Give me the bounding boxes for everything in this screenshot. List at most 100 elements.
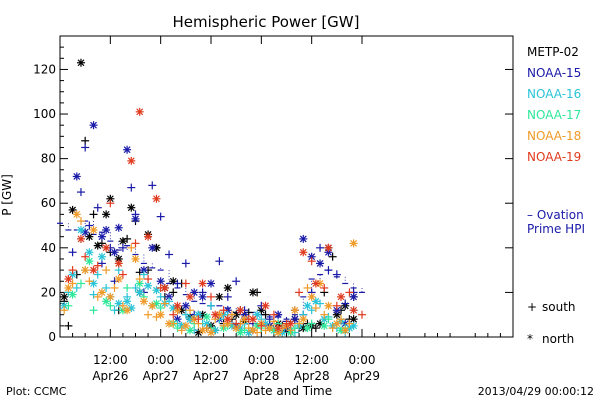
point-south-noaa-16 bbox=[307, 306, 316, 315]
point-south-noaa-19 bbox=[181, 279, 190, 288]
point-south-noaa-18 bbox=[345, 319, 354, 328]
point-south-noaa-18 bbox=[337, 315, 346, 324]
point-south-noaa-15 bbox=[341, 299, 350, 308]
point-north-noaa-17 bbox=[68, 290, 77, 299]
point-south-noaa-18 bbox=[93, 292, 102, 301]
legend-entry: NOAA-18 bbox=[527, 129, 581, 143]
y-tick-label: 120 bbox=[33, 62, 56, 76]
point-south-noaa-16 bbox=[139, 270, 148, 279]
point-south-noaa-17 bbox=[123, 283, 132, 292]
point-north-metp-02 bbox=[223, 283, 232, 292]
y-tick-label: 80 bbox=[41, 152, 56, 166]
point-south-noaa-19 bbox=[144, 275, 153, 284]
point-north-noaa-15 bbox=[299, 234, 308, 243]
ovation-label-line-2: Prime HPI bbox=[527, 222, 585, 236]
symbol-key: + south * north bbox=[527, 300, 576, 346]
point-north-noaa-19 bbox=[127, 156, 136, 165]
point-north-noaa-18 bbox=[207, 328, 215, 337]
point-south-noaa-18 bbox=[135, 275, 144, 284]
point-north-noaa-18 bbox=[165, 319, 174, 328]
legend-entry: NOAA-19 bbox=[527, 150, 581, 164]
point-north-noaa-18 bbox=[265, 324, 274, 333]
point-north-noaa-18 bbox=[332, 319, 341, 328]
point-south-noaa-18 bbox=[144, 310, 153, 319]
point-south-noaa-18 bbox=[110, 283, 119, 292]
point-south-noaa-19 bbox=[169, 310, 178, 319]
point-south-noaa-15 bbox=[173, 279, 182, 288]
plot-frame bbox=[59, 35, 514, 338]
point-south-noaa-15 bbox=[81, 143, 90, 152]
point-north-metp-02 bbox=[349, 315, 358, 324]
point-north-noaa-19 bbox=[286, 319, 295, 328]
point-south-noaa-17 bbox=[324, 315, 333, 324]
point-south-noaa-19 bbox=[232, 319, 241, 328]
footer-right: 2013/04/29 00:00:12 bbox=[478, 385, 594, 398]
point-south-noaa-15 bbox=[316, 243, 325, 252]
point-south-noaa-19 bbox=[358, 310, 366, 319]
point-north-noaa-19 bbox=[337, 292, 346, 301]
point-north-noaa-19 bbox=[135, 107, 144, 116]
point-south-noaa-15 bbox=[93, 203, 102, 212]
point-south-noaa-17 bbox=[290, 324, 299, 333]
legend-entry: NOAA-16 bbox=[527, 87, 581, 101]
point-north-noaa-16 bbox=[97, 252, 106, 261]
point-south-noaa-15 bbox=[68, 248, 77, 257]
point-north-noaa-16 bbox=[85, 248, 94, 257]
x-tick-label-time: 12:00 bbox=[194, 353, 229, 367]
point-north-noaa-18 bbox=[131, 254, 140, 263]
y-tick-label: 20 bbox=[41, 285, 56, 299]
point-south-noaa-18 bbox=[177, 326, 186, 335]
point-south-noaa-15 bbox=[76, 188, 85, 197]
legend-entry: METP-02 bbox=[527, 45, 579, 59]
point-south-noaa-16 bbox=[93, 270, 102, 279]
point-north-noaa-19 bbox=[160, 283, 169, 292]
point-south-noaa-17 bbox=[106, 301, 115, 310]
point-north-noaa-19 bbox=[64, 275, 73, 284]
point-south-noaa-19 bbox=[257, 321, 266, 330]
point-north-noaa-15 bbox=[148, 243, 157, 252]
point-north-noaa-19 bbox=[299, 248, 308, 257]
point-north-noaa-18 bbox=[307, 292, 316, 301]
point-north-metp-02 bbox=[127, 203, 136, 212]
point-south-metp-02 bbox=[261, 310, 270, 319]
point-north-noaa-16 bbox=[202, 319, 211, 328]
point-north-metp-02 bbox=[215, 292, 224, 301]
x-tick-label-date: Apr27 bbox=[143, 369, 179, 383]
point-south-noaa-17 bbox=[89, 306, 98, 315]
point-north-noaa-19 bbox=[211, 310, 220, 319]
point-north-noaa-18 bbox=[299, 315, 308, 324]
point-south-noaa-19 bbox=[295, 288, 304, 297]
y-tick-label: 100 bbox=[33, 107, 56, 121]
point-north-noaa-15 bbox=[198, 292, 207, 301]
y-axis-label: P [GW] bbox=[0, 174, 14, 216]
point-north-noaa-19 bbox=[89, 266, 98, 275]
point-north-noaa-17 bbox=[303, 324, 312, 333]
point-north-metp-02 bbox=[102, 210, 111, 219]
point-north-noaa-18 bbox=[114, 275, 123, 284]
point-south-noaa-19 bbox=[332, 301, 341, 310]
point-north-noaa-19 bbox=[198, 279, 207, 288]
chart-title: Hemispheric Power [GW] bbox=[173, 13, 360, 31]
point-north-noaa-19 bbox=[324, 243, 333, 252]
x-tick-label-date: Apr28 bbox=[243, 369, 279, 383]
point-south-noaa-17 bbox=[64, 301, 73, 310]
y-tick-label: 0 bbox=[48, 330, 56, 344]
point-north-noaa-18 bbox=[156, 310, 165, 319]
point-north-metp-02 bbox=[60, 292, 69, 301]
point-north-noaa-15 bbox=[316, 259, 325, 268]
point-north-noaa-18 bbox=[324, 301, 333, 310]
x-tick-label-date: Apr28 bbox=[294, 369, 330, 383]
ovation-label: – Ovation Prime HPI bbox=[527, 208, 585, 236]
point-south-noaa-18 bbox=[227, 310, 236, 319]
point-south-noaa-19 bbox=[320, 283, 329, 292]
point-south-metp-02 bbox=[81, 136, 90, 145]
point-south-noaa-16 bbox=[72, 283, 81, 292]
point-south-noaa-15 bbox=[148, 181, 157, 190]
point-south-noaa-19 bbox=[219, 306, 228, 315]
point-south-metp-02 bbox=[328, 252, 337, 261]
point-north-noaa-15 bbox=[114, 223, 123, 232]
north-symbol: * bbox=[527, 332, 533, 346]
point-south-noaa-18 bbox=[286, 326, 295, 335]
point-south-noaa-18 bbox=[127, 243, 136, 252]
point-north-noaa-15 bbox=[72, 172, 81, 181]
